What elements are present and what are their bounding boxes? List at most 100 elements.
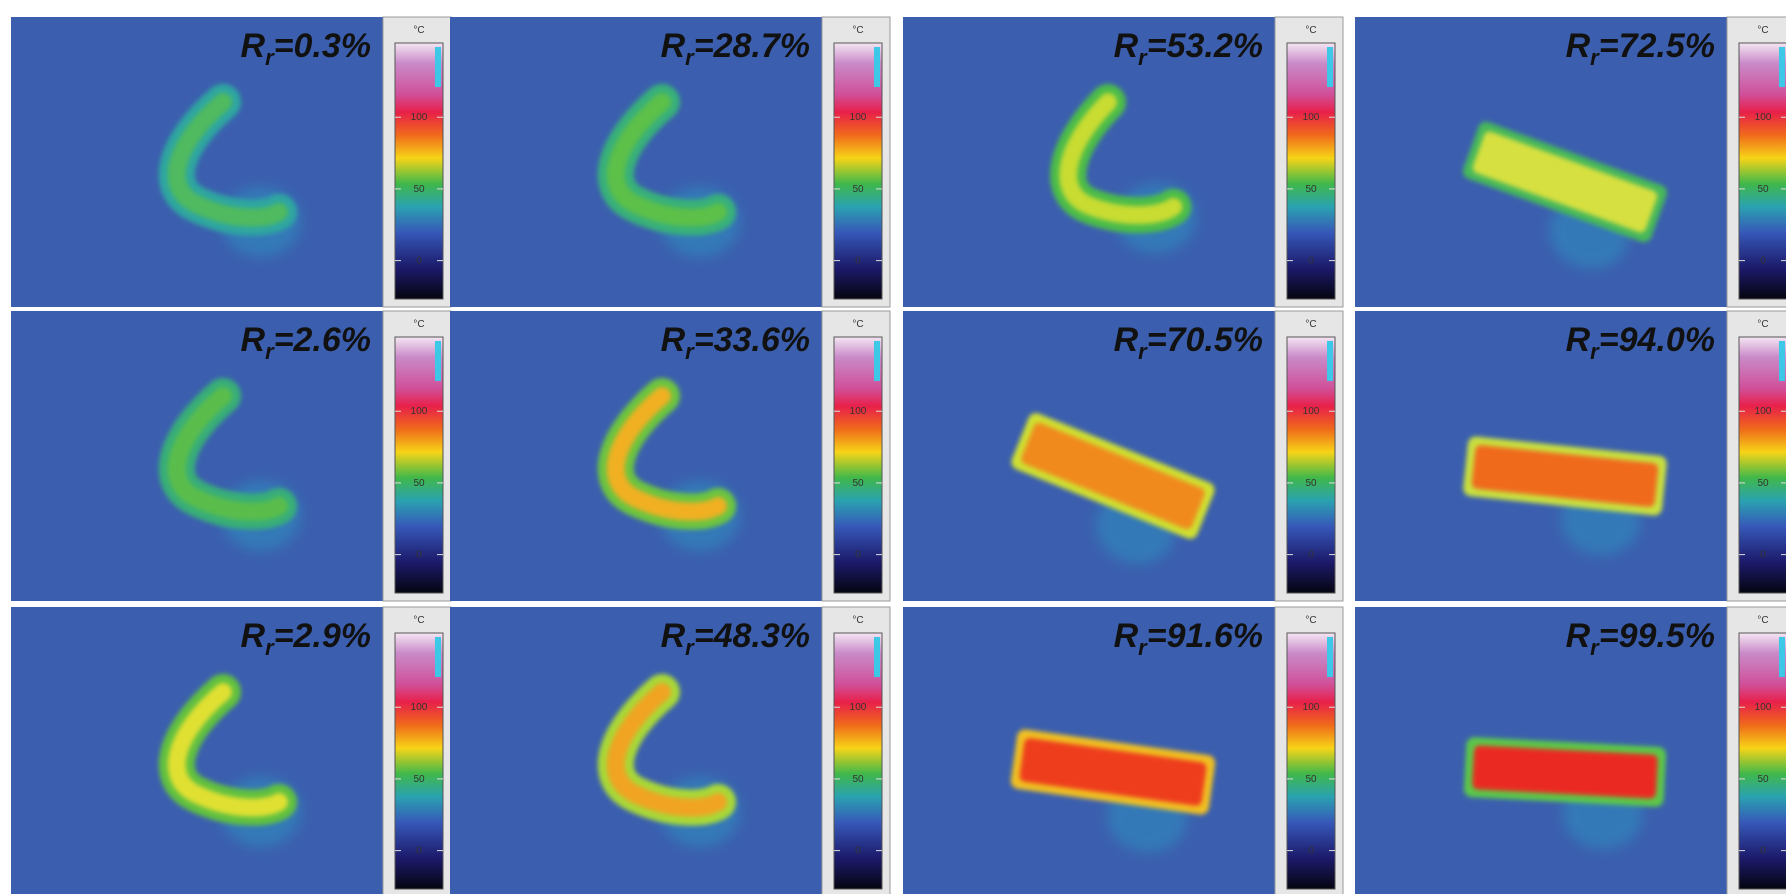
panel: Rr=53.2% °C 100 50 0 <box>903 16 1344 308</box>
heated-sample <box>1463 737 1667 850</box>
sample-core <box>606 387 727 521</box>
panel: Rr=48.3% °C 100 50 0 <box>450 606 891 894</box>
label-subscript: r <box>265 339 275 364</box>
panel: Rr=28.7% °C 100 50 0 <box>450 16 891 308</box>
colorbar-tick-label: 0 <box>855 550 861 561</box>
colorbar-marker <box>435 47 441 87</box>
label-subscript: r <box>1138 339 1148 364</box>
ratio-label: Rr=48.3% <box>661 617 810 660</box>
label-symbol: R <box>241 617 266 655</box>
colorbar-tick-label: 50 <box>1305 184 1317 195</box>
label-value: =48.3% <box>694 617 810 655</box>
colorbar-tick-label: 50 <box>1757 774 1769 785</box>
heated-sample <box>158 674 301 847</box>
colorbar-unit: °C <box>852 25 863 36</box>
colorbar-tick-label: 0 <box>1760 550 1766 561</box>
heated-sample <box>158 378 301 551</box>
panel: Rr=33.6% °C 100 50 0 <box>450 310 891 602</box>
panel: Rr=2.6% °C 100 50 0 <box>11 310 452 602</box>
heated-sample <box>597 674 740 847</box>
colorbar-tick-label: 50 <box>1305 774 1317 785</box>
colorbar-marker <box>874 47 880 87</box>
colorbar-tick-label: 0 <box>416 846 422 857</box>
label-value: =72.5% <box>1599 27 1715 65</box>
label-value: =53.2% <box>1147 27 1263 65</box>
label-value: =70.5% <box>1147 321 1263 359</box>
colorbar-marker <box>1327 47 1333 87</box>
ratio-label: Rr=28.7% <box>661 27 810 70</box>
ratio-label: Rr=53.2% <box>1114 27 1263 70</box>
colorbar-tick-label: 100 <box>850 112 867 123</box>
sample-core <box>1471 445 1659 507</box>
colorbar-tick-label: 50 <box>413 478 425 489</box>
heated-sample <box>1463 436 1667 556</box>
sample-core <box>1472 745 1658 799</box>
colorbar-tick-label: 100 <box>1755 702 1772 713</box>
ratio-label: Rr=99.5% <box>1566 617 1715 660</box>
colorbar-marker <box>1327 341 1333 381</box>
panel: Rr=91.6% °C 100 50 0 <box>903 606 1344 894</box>
colorbar-unit: °C <box>1757 25 1768 36</box>
colorbar-tick-label: 100 <box>1303 702 1320 713</box>
label-value: =33.6% <box>694 321 810 359</box>
thermal-image <box>903 17 1275 307</box>
heated-sample <box>1050 84 1197 254</box>
colorbar-unit: °C <box>413 615 424 626</box>
ratio-label: Rr=0.3% <box>241 27 371 70</box>
colorbar-tick-label: 50 <box>413 774 425 785</box>
label-subscript: r <box>265 635 275 660</box>
label-symbol: R <box>1114 617 1139 655</box>
colorbar-tick-label: 100 <box>850 702 867 713</box>
ratio-label: Rr=91.6% <box>1114 617 1263 660</box>
colorbar-unit: °C <box>1305 25 1316 36</box>
label-symbol: R <box>661 27 686 65</box>
label-symbol: R <box>1566 27 1591 65</box>
colorbar-tick-label: 100 <box>1755 406 1772 417</box>
sample-core <box>167 387 288 521</box>
colorbar-marker <box>1779 637 1785 677</box>
colorbar-unit: °C <box>852 615 863 626</box>
heated-sample <box>1463 121 1667 269</box>
colorbar-tick-label: 50 <box>1305 478 1317 489</box>
sample-core <box>167 93 288 227</box>
colorbar-tick-label: 100 <box>850 406 867 417</box>
colorbar-marker <box>1779 341 1785 381</box>
panel: Rr=2.9% °C 100 50 0 <box>11 606 452 894</box>
sample-core <box>606 93 727 227</box>
label-symbol: R <box>241 321 266 359</box>
colorbar-tick-label: 50 <box>852 478 864 489</box>
ratio-label: Rr=70.5% <box>1114 321 1263 364</box>
label-value: =91.6% <box>1147 617 1263 655</box>
label-subscript: r <box>685 45 695 70</box>
colorbar-tick-label: 50 <box>852 774 864 785</box>
colorbar-marker <box>1779 47 1785 87</box>
colorbar-unit: °C <box>1757 615 1768 626</box>
panel: Rr=0.3% °C 100 50 0 <box>11 16 452 308</box>
heated-sample <box>597 84 740 257</box>
colorbar-tick-label: 0 <box>1308 550 1314 561</box>
colorbar-tick-label: 100 <box>1755 112 1772 123</box>
colorbar-tick-label: 0 <box>416 550 422 561</box>
colorbar-marker <box>874 637 880 677</box>
sample-core <box>1019 738 1207 806</box>
colorbar-tick-label: 50 <box>1757 478 1769 489</box>
label-value: =2.6% <box>274 321 371 359</box>
colorbar-tick-label: 50 <box>852 184 864 195</box>
ratio-label: Rr=72.5% <box>1566 27 1715 70</box>
label-symbol: R <box>1566 617 1591 655</box>
sample-core <box>1472 131 1658 233</box>
sample-core <box>1059 93 1183 225</box>
sample-core <box>606 683 727 817</box>
colorbar-unit: °C <box>1305 615 1316 626</box>
panel: Rr=72.5% °C 100 50 0 <box>1355 16 1786 308</box>
colorbar-tick-label: 50 <box>1757 184 1769 195</box>
colorbar <box>1738 42 1786 300</box>
label-subscript: r <box>1590 45 1600 70</box>
label-subscript: r <box>265 45 275 70</box>
label-value: =99.5% <box>1599 617 1715 655</box>
label-subscript: r <box>1590 635 1600 660</box>
colorbar-tick-label: 0 <box>1760 256 1766 267</box>
colorbar-unit: °C <box>413 25 424 36</box>
ratio-label: Rr=33.6% <box>661 321 810 364</box>
